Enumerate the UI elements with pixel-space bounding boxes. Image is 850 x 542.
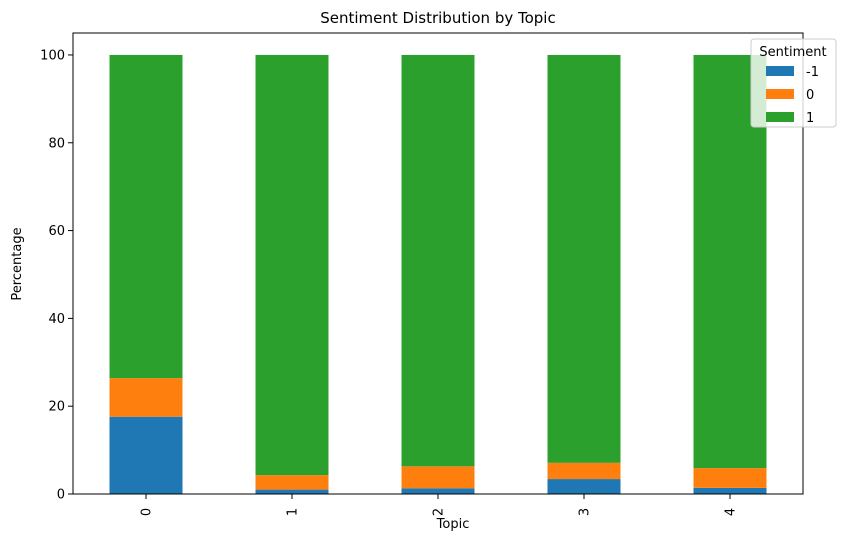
bar-topic-3-sentiment-0 xyxy=(547,462,621,480)
y-axis: 0 20 40 60 80 100 xyxy=(40,48,73,503)
x-tick-label: 4 xyxy=(724,508,739,516)
bars-group xyxy=(109,54,767,494)
bar-topic-3-sentiment-1 xyxy=(547,54,621,463)
legend-swatch-1 xyxy=(766,112,794,122)
legend-swatch--1 xyxy=(766,66,794,76)
x-axis-label: Topic xyxy=(436,517,470,532)
y-tick-label: 40 xyxy=(48,312,65,327)
bar-topic-2-sentiment-0 xyxy=(401,466,475,489)
bar-topic-0-sentiment-0 xyxy=(109,378,183,417)
legend-items: -1 0 1 xyxy=(766,65,819,126)
x-tick-label: 3 xyxy=(578,508,593,516)
bar-topic-4-sentiment--1 xyxy=(693,487,767,494)
bar-topic-1-sentiment-1 xyxy=(255,54,329,476)
legend-title: Sentiment xyxy=(759,45,826,60)
legend-box xyxy=(750,38,837,128)
bar-topic-1-sentiment-0 xyxy=(255,475,329,490)
y-tick-label: 0 xyxy=(57,488,65,503)
legend-swatch-0 xyxy=(766,89,794,99)
legend-label--1: -1 xyxy=(806,65,819,80)
y-tick-label: 60 xyxy=(48,224,65,239)
x-tick-label: 2 xyxy=(432,508,447,516)
x-axis: 0 1 2 3 4 xyxy=(140,494,739,516)
bar-topic-0-sentiment--1 xyxy=(109,416,183,494)
chart-title: Sentiment Distribution by Topic xyxy=(320,9,555,27)
bar-topic-4-sentiment-0 xyxy=(693,468,767,488)
bar-topic-1-sentiment--1 xyxy=(255,489,329,494)
legend: Sentiment -1 0 1 xyxy=(750,38,837,128)
y-tick-label: 80 xyxy=(48,136,65,151)
x-tick-label: 1 xyxy=(286,508,301,516)
bar-topic-2-sentiment--1 xyxy=(401,488,475,494)
legend-label-0: 0 xyxy=(806,88,814,103)
bar-topic-0-sentiment-1 xyxy=(109,54,183,379)
bar-topic-2-sentiment-1 xyxy=(401,54,475,467)
y-tick-label: 100 xyxy=(40,48,65,63)
bar-topic-3-sentiment--1 xyxy=(547,479,621,494)
y-tick-label: 20 xyxy=(48,400,65,415)
y-axis-label: Percentage xyxy=(10,227,25,300)
legend-label-1: 1 xyxy=(806,111,814,126)
x-tick-label: 0 xyxy=(140,508,155,516)
